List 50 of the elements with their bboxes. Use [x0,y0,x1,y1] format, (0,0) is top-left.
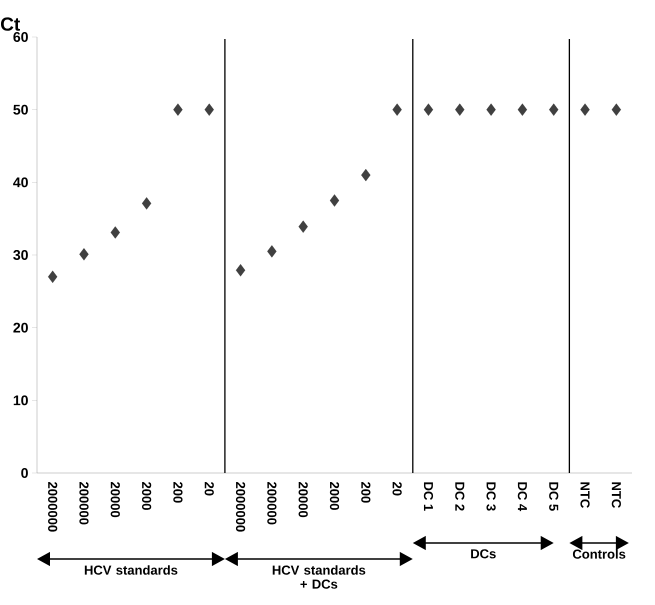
x-tick-label: 2000000 [236,482,246,532]
point [486,103,496,116]
point [142,197,152,210]
point [549,103,558,116]
point [612,103,622,116]
x-tick-label: 20000 [298,482,308,518]
point [580,103,590,116]
y-tick-label: 50 [13,104,28,115]
x-tick-label: 20000 [110,482,120,518]
point [48,270,58,284]
text: Controls [572,549,626,559]
x-tick-label: 2000000 [48,482,58,532]
point [361,168,371,182]
x-tick-label: NTC [580,482,590,508]
y-tick-label: 40 [13,177,28,188]
x-tick-label: 20 [392,482,402,496]
text: HCV standards + DCs [272,565,366,589]
point [392,103,402,116]
x-tick-label: 200 [361,482,370,503]
y-axis-title: Ct [0,17,20,31]
x-tick-label: 2000 [330,482,340,510]
x-tick-label: 20 [204,482,214,496]
x-tick-label: 200 [173,482,183,503]
point [110,226,120,239]
point [330,194,340,207]
point [424,103,434,116]
point [173,103,183,116]
point [204,103,214,116]
text: DCs [471,549,496,558]
x-tick-label: NTC [612,482,621,508]
point [236,264,246,276]
x-tick-label: DC 1 [424,482,434,511]
y-tick-label: 0 [21,468,28,478]
point [267,245,277,258]
x-tick-label: DC 2 [455,482,464,511]
x-tick-label: DC 5 [549,482,558,511]
y-tick-label: 60 [13,32,28,42]
x-tick-label: DC 4 [518,482,528,512]
y-tick-label: 20 [13,322,28,333]
y-tick-label: 10 [14,395,28,406]
x-tick-label: 200000 [267,482,276,524]
text: HCV standards [84,565,178,575]
x-tick-label: DC 3 [486,482,496,511]
x-tick-label: 2000 [142,482,152,510]
point [79,248,89,260]
point [298,220,308,233]
point [518,103,528,116]
y-tick-label: 30 [13,250,28,260]
x-tick-label: 200000 [79,482,89,524]
point [455,103,464,116]
